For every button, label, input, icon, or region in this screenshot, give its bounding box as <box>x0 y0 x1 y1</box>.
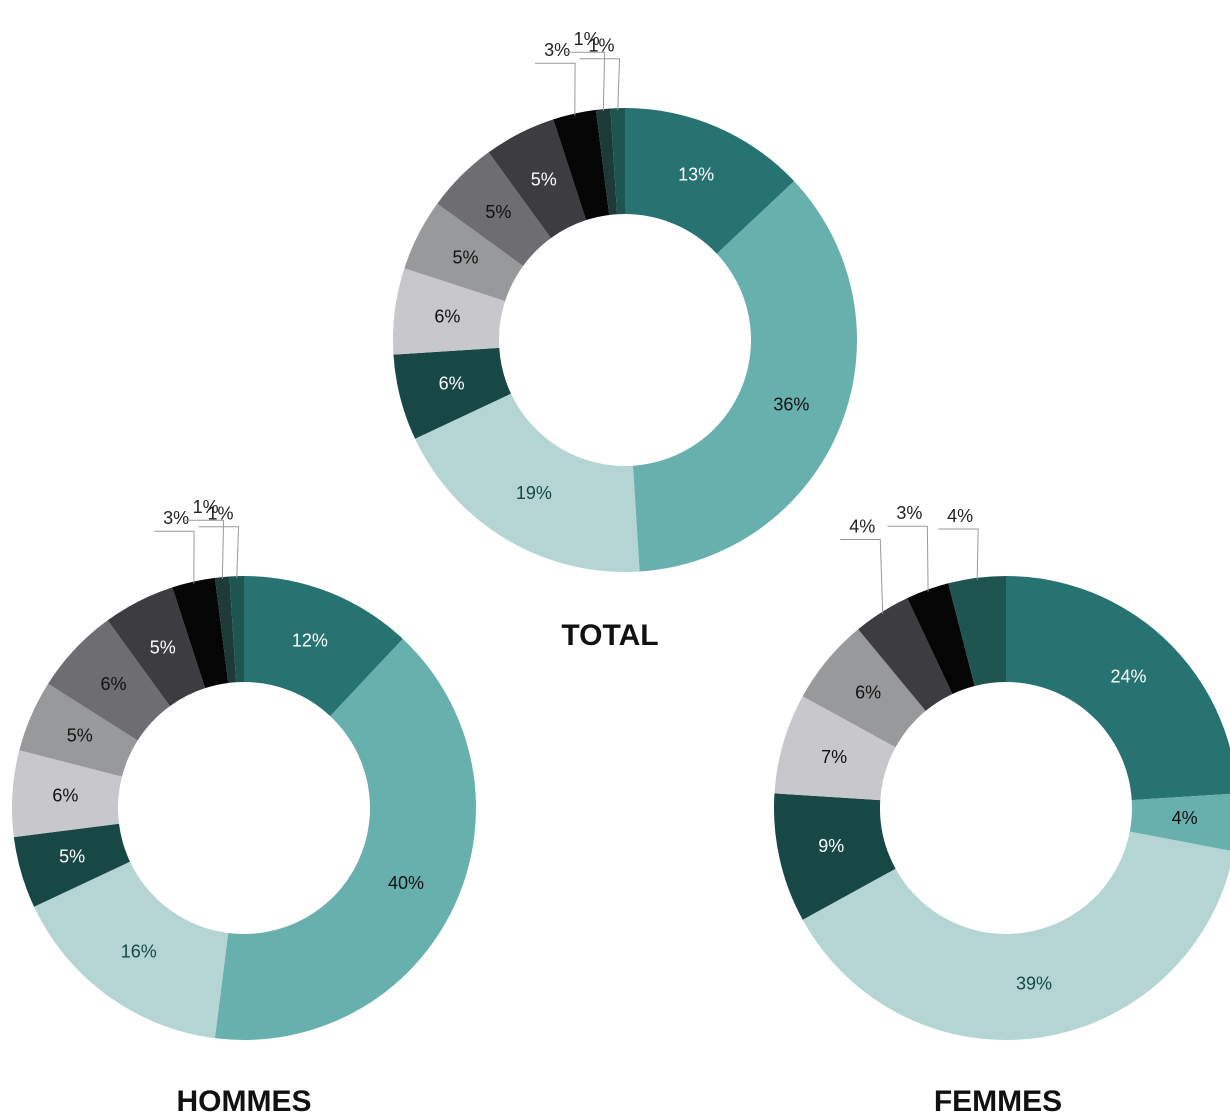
data-label: 5% <box>67 726 93 746</box>
data-label: 7% <box>821 747 847 767</box>
data-label: 5% <box>485 202 511 222</box>
donut-slice <box>774 793 896 920</box>
data-label: 5% <box>150 637 176 657</box>
leader-line <box>840 539 884 614</box>
donut-slice <box>858 598 953 711</box>
donut-slice <box>802 831 1230 1040</box>
data-label: 5% <box>531 169 557 189</box>
donut-slice <box>948 576 1006 686</box>
leader-line <box>887 525 929 592</box>
chart-title: TOTAL <box>561 619 658 652</box>
data-label: 4% <box>849 516 875 536</box>
donut-slice <box>34 861 229 1039</box>
leader-line <box>154 530 195 584</box>
data-label: 12% <box>292 630 328 650</box>
donut-slice <box>19 683 138 777</box>
data-label: 1% <box>574 29 600 49</box>
donut-slice <box>172 577 229 689</box>
data-label: 40% <box>388 873 424 893</box>
data-label: 36% <box>773 395 809 415</box>
data-label: 13% <box>678 164 714 184</box>
data-label: 6% <box>439 373 465 393</box>
data-label: 6% <box>434 306 460 326</box>
data-label: 1% <box>589 36 615 56</box>
donut-slice <box>214 576 237 683</box>
data-label: 5% <box>453 247 479 267</box>
data-label: 3% <box>163 508 189 528</box>
data-label: 6% <box>855 683 881 703</box>
donut-slice <box>214 638 477 1041</box>
donut-slice <box>12 750 122 838</box>
data-label: 1% <box>193 497 219 517</box>
data-label: 1% <box>208 504 234 524</box>
donut-slice <box>625 108 795 254</box>
data-label: 16% <box>121 942 157 962</box>
donut-slice <box>1129 793 1230 851</box>
donut-slice <box>229 576 244 683</box>
donut-slice <box>488 119 587 239</box>
data-label: 9% <box>818 836 844 856</box>
data-label: 39% <box>1016 974 1052 994</box>
chart-title: HOMMES <box>177 1085 312 1118</box>
leader-line <box>938 528 979 580</box>
donut-slice <box>393 268 506 355</box>
donut-slice <box>802 629 926 748</box>
donut-slice <box>404 203 524 302</box>
data-label: 19% <box>516 483 552 503</box>
donut-slice <box>610 108 625 215</box>
data-label: 6% <box>101 674 127 694</box>
data-label: 6% <box>52 786 78 806</box>
data-label: 3% <box>896 503 922 523</box>
donut-slice <box>1006 576 1230 801</box>
donut-slice <box>632 181 858 572</box>
donut-slice <box>437 152 551 266</box>
donut-slice <box>553 109 610 221</box>
leader-line <box>564 51 606 112</box>
donut-slice <box>244 576 403 717</box>
data-label: 3% <box>544 40 570 60</box>
data-label: 24% <box>1111 666 1147 686</box>
leader-line <box>535 62 576 116</box>
data-label: 5% <box>59 847 85 867</box>
chart-title: FEMMES <box>934 1085 1062 1118</box>
donut-slice <box>393 347 511 439</box>
leader-line <box>183 519 225 580</box>
leader-line <box>579 58 621 111</box>
data-label: 4% <box>1172 808 1198 828</box>
data-label: 4% <box>947 506 973 526</box>
donut-slice <box>415 393 640 572</box>
leader-line <box>198 526 240 579</box>
donut-slice <box>107 587 206 707</box>
donut-slice <box>48 620 170 741</box>
donut-slice <box>595 108 618 215</box>
donut-slice <box>13 823 130 907</box>
donut-slice <box>774 696 896 801</box>
donut-slice <box>907 583 975 694</box>
